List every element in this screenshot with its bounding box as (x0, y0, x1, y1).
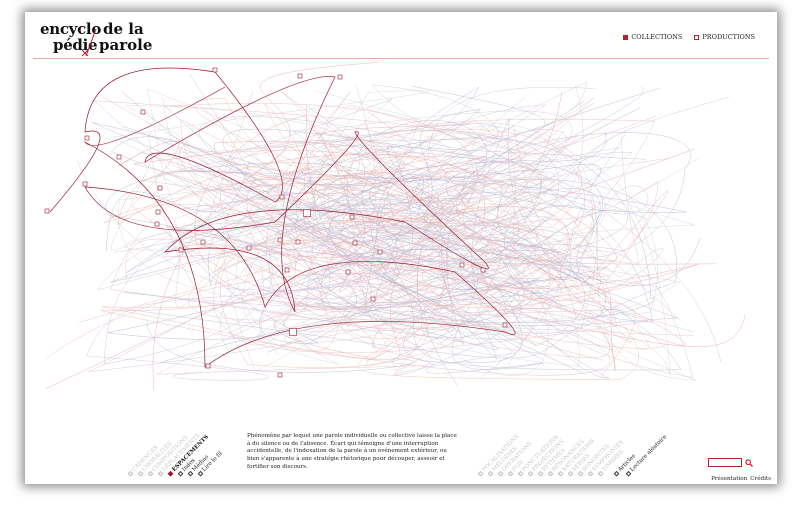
background-thread (287, 138, 638, 308)
background-thread (190, 132, 611, 319)
logo-text-pedie: pédie (53, 36, 98, 54)
search-box (708, 458, 753, 467)
thread-node[interactable] (212, 67, 218, 73)
background-thread (119, 178, 677, 374)
thread-node[interactable] (459, 262, 465, 268)
background-thread (189, 73, 601, 320)
background-thread (222, 62, 570, 291)
thread-node[interactable] (297, 73, 303, 79)
thread-node[interactable] (480, 267, 486, 273)
thread-node[interactable] (155, 209, 161, 215)
background-thread (157, 97, 594, 311)
thread-node[interactable] (44, 208, 50, 214)
thread-node[interactable] (84, 135, 90, 141)
background-thread (110, 84, 695, 332)
thread-node[interactable] (246, 245, 252, 251)
thread-node[interactable] (377, 249, 383, 255)
background-thread (123, 87, 595, 379)
background-thread (235, 176, 598, 372)
logo-slash-icon (81, 28, 97, 57)
thread-node[interactable] (352, 240, 358, 246)
background-thread (162, 115, 695, 346)
search-input[interactable] (708, 458, 742, 467)
background-thread (106, 128, 607, 260)
thread-node[interactable] (157, 185, 163, 191)
header-divider (33, 58, 769, 59)
background-thread (94, 97, 722, 375)
thread-node[interactable] (289, 328, 297, 336)
filled-square-icon (623, 34, 629, 40)
thread-node[interactable] (295, 239, 301, 245)
background-thread (222, 214, 580, 373)
thread-node[interactable] (116, 154, 122, 160)
thread-node[interactable] (502, 322, 508, 328)
thread-node[interactable] (82, 181, 88, 187)
background-thread (264, 103, 636, 377)
thread-node[interactable] (178, 247, 184, 253)
background-thread (163, 105, 701, 350)
thread-node[interactable] (277, 372, 283, 378)
logo-text-de-la: de la (103, 20, 144, 38)
background-thread (78, 128, 582, 352)
logo-text-encyclo: encyclo (40, 20, 102, 38)
background-thread (91, 86, 601, 373)
thread-node[interactable] (337, 74, 343, 80)
thread-node[interactable] (200, 239, 206, 245)
thread-node[interactable] (154, 221, 160, 227)
presentation-link[interactable]: Présentation (711, 476, 748, 482)
thread-node[interactable] (303, 209, 311, 217)
thread-node[interactable] (277, 237, 283, 243)
site-logo[interactable]: encyclo pédie de la parole (40, 20, 153, 58)
background-thread (166, 225, 746, 362)
logo-text-parole: parole (99, 36, 153, 54)
footer-links: Présentation Crédits (711, 476, 771, 482)
nav-collections[interactable]: COLLECTIONS (623, 33, 682, 41)
app-window: encyclo pédie de la parole COLLECTIONS P… (25, 12, 777, 484)
background-thread (123, 126, 682, 371)
nav-productions[interactable]: PRODUCTIONS (694, 33, 755, 41)
background-thread (260, 104, 547, 324)
search-icon[interactable] (745, 458, 753, 467)
highlighted-thread[interactable] (49, 67, 516, 368)
background-thread (283, 102, 698, 361)
thread-node[interactable] (370, 296, 376, 302)
background-thread (105, 87, 660, 340)
empty-square-icon (694, 34, 700, 40)
top-navigation: COLLECTIONS PRODUCTIONS (623, 33, 755, 41)
nav-productions-label: PRODUCTIONS (702, 33, 755, 41)
thread-node[interactable] (279, 194, 285, 200)
thread-node[interactable] (284, 267, 290, 273)
nav-collections-label: COLLECTIONS (631, 33, 683, 41)
background-thread (305, 100, 687, 363)
entry-description: Phénomène par lequel une parole individu… (247, 433, 457, 470)
background-thread (242, 85, 629, 346)
background-thread (249, 91, 657, 376)
credits-link[interactable]: Crédits (750, 476, 771, 482)
thread-node[interactable] (345, 269, 351, 275)
background-thread (103, 97, 610, 358)
thread-visualization[interactable] (25, 12, 777, 484)
background-thread (208, 86, 621, 340)
background-thread (111, 90, 700, 375)
background-thread (117, 111, 716, 271)
thread-node[interactable] (140, 109, 146, 115)
thread-node[interactable] (205, 363, 211, 369)
thread-node[interactable] (349, 214, 355, 220)
